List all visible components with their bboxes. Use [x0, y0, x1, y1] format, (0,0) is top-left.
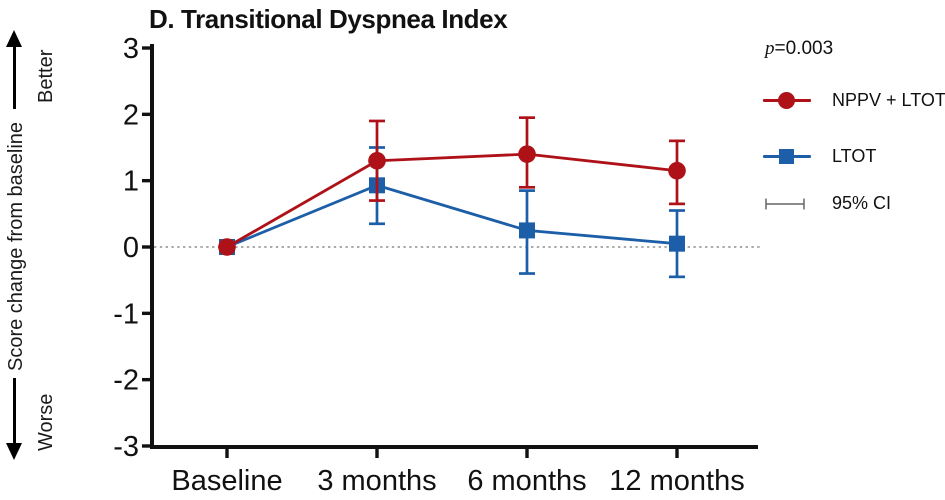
chart-title: D. Transitional Dyspnea Index	[149, 4, 508, 34]
data-point-square	[669, 235, 685, 252]
y-tick-label: -3	[113, 431, 139, 463]
x-tick-label: Baseline	[171, 465, 282, 497]
x-tick-label: 12 months	[609, 465, 744, 497]
legend-label-nppv-ltot: NPPV + LTOT	[832, 90, 945, 110]
x-tick-label: 3 months	[317, 465, 436, 497]
y-tick-label: 3	[123, 33, 139, 65]
y-axis-label: Score change from baseline	[5, 121, 27, 371]
series-line-nppv-ltot	[226, 152, 678, 249]
series-line-ltot	[226, 183, 678, 249]
p-value: =0.003	[774, 38, 834, 59]
p-value-annotation: p=0.003	[765, 38, 833, 60]
arrow-line-bottom	[13, 378, 16, 445]
y-tick-label: 2	[123, 99, 139, 131]
data-point-circle	[368, 151, 386, 170]
ci-errorbar-icon	[765, 198, 805, 210]
legend-label-ltot: LTOT	[832, 146, 877, 166]
data-point-square	[519, 222, 535, 239]
arrow-up-icon	[6, 30, 22, 47]
data-point-circle	[668, 161, 686, 180]
x-tick-label: 6 months	[467, 465, 586, 497]
legend-circle-icon	[778, 92, 795, 109]
y-tick-label: -1	[113, 298, 139, 330]
p-symbol: p	[765, 38, 775, 59]
y-tick-label: 1	[123, 166, 139, 198]
arrow-down-icon	[6, 443, 22, 460]
data-point-circle	[518, 145, 536, 163]
legend-label-ci: 95% CI	[832, 193, 892, 213]
data-point-circle	[218, 238, 236, 256]
better-label: Better	[35, 49, 57, 103]
worse-label: Worse	[35, 393, 57, 451]
y-tick-label: -2	[113, 365, 139, 397]
legend-square-icon	[779, 149, 794, 164]
arrow-line-top	[13, 45, 16, 109]
y-tick-label: 0	[123, 232, 139, 264]
